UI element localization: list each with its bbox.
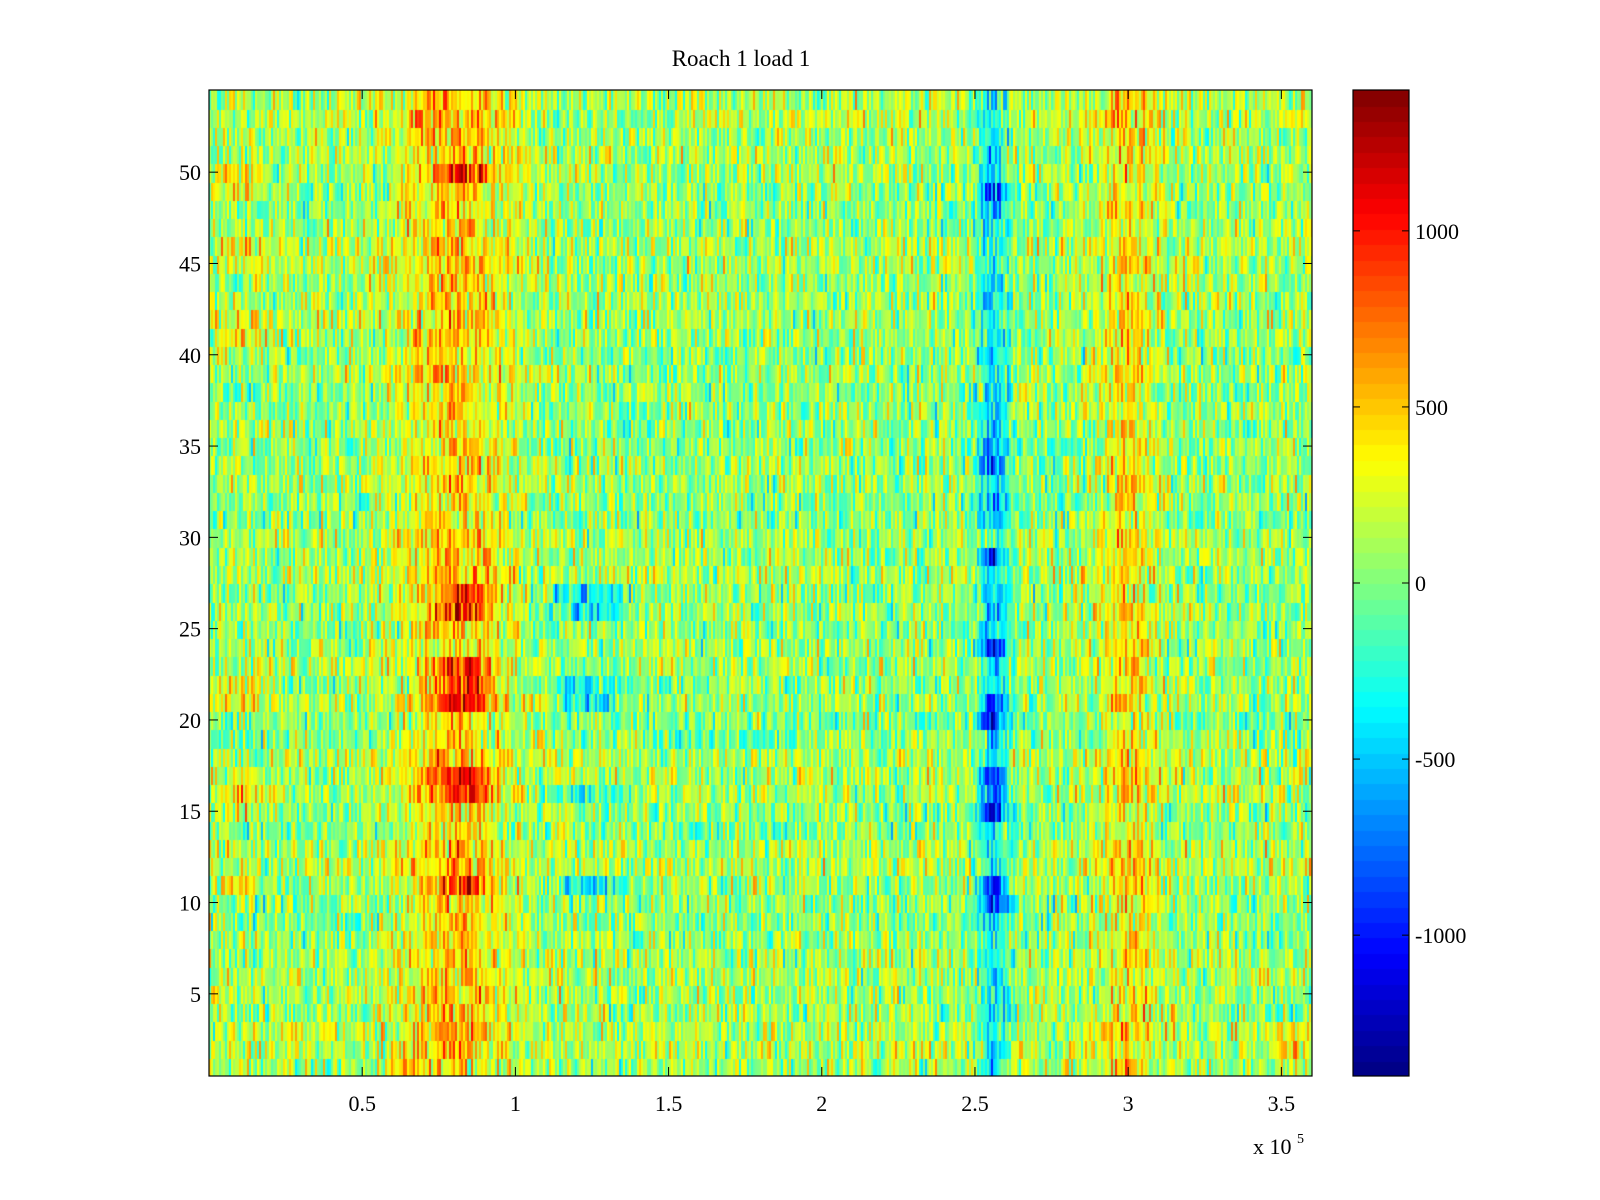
colorbar-tick-label: 1000 xyxy=(1415,219,1459,244)
colorbar-tick-label: -500 xyxy=(1415,747,1455,772)
y-tick-label: 30 xyxy=(179,525,201,550)
x-tick-label: 0.5 xyxy=(348,1091,376,1116)
y-tick-label: 45 xyxy=(179,251,201,276)
x-tick-label: 3 xyxy=(1123,1091,1134,1116)
colorbar-image xyxy=(1353,90,1409,1076)
heatmap-image-wrapper xyxy=(209,90,1312,1076)
x-axis-multiplier: x 10 5 xyxy=(1253,1132,1304,1159)
x-axis-multiplier-base: x 10 xyxy=(1253,1134,1292,1159)
colorbar-axis: 1000 500 0 -500 -1000 xyxy=(1353,219,1466,948)
x-axis-multiplier-exponent: 5 xyxy=(1297,1132,1304,1147)
y-tick-label: 40 xyxy=(179,343,201,368)
plot-area-border xyxy=(208,89,1313,1077)
y-tick-label: 25 xyxy=(179,617,201,642)
y-tick-label: 20 xyxy=(179,708,201,733)
y-tick-label: 5 xyxy=(190,982,201,1007)
x-tick-label: 1.5 xyxy=(655,1091,683,1116)
y-tick-label: 35 xyxy=(179,434,201,459)
y-tick-label: 15 xyxy=(179,799,201,824)
y-tick-label: 50 xyxy=(179,160,201,185)
x-tick-label: 2 xyxy=(816,1091,827,1116)
colorbar-tick-label: 500 xyxy=(1415,395,1448,420)
colorbar-wrapper xyxy=(1353,90,1409,1076)
y-axis: 5 10 15 20 25 30 35 40 45 50 xyxy=(179,160,1312,1007)
colorbar-tick-label: -1000 xyxy=(1415,923,1466,948)
colorbar-tick-label: 0 xyxy=(1415,571,1426,596)
x-tick-label: 1 xyxy=(510,1091,521,1116)
x-axis: 0.5 1 1.5 2 2.5 3 3.5 xyxy=(348,90,1295,1116)
chart-title: Roach 1 load 1 xyxy=(672,46,811,71)
heatmap-image xyxy=(209,90,1312,1076)
x-tick-label: 3.5 xyxy=(1268,1091,1296,1116)
x-tick-label: 2.5 xyxy=(961,1091,989,1116)
y-tick-label: 10 xyxy=(179,891,201,916)
